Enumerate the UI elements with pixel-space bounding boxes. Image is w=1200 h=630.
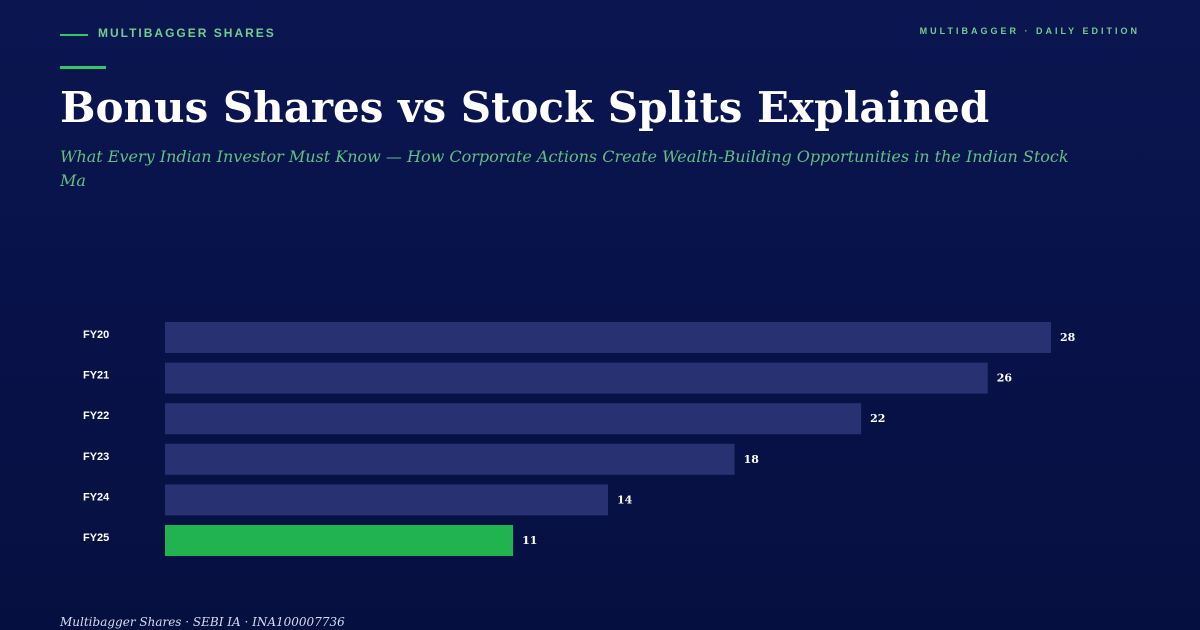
edition-label: MULTIBAGGER · DAILY EDITION xyxy=(919,26,1140,36)
category-label-fy22: FY22 xyxy=(83,410,109,422)
value-label-fy20: 28 xyxy=(1060,331,1076,344)
page-title: Bonus Shares vs Stock Splits Explained xyxy=(60,83,990,132)
title-accent-rule xyxy=(60,66,106,69)
page-subtitle: What Every Indian Investor Must Know — H… xyxy=(60,147,1069,190)
bar-fy23 xyxy=(165,443,735,475)
value-label-fy23: 18 xyxy=(744,453,760,466)
category-label-fy24: FY24 xyxy=(83,491,110,503)
bar-fy22 xyxy=(165,403,862,435)
footer-credit: Multibagger Shares · SEBI IA · INA100007… xyxy=(60,615,345,629)
bar-fy21 xyxy=(165,362,988,394)
bar-fy24 xyxy=(165,484,608,516)
category-label-fy21: FY21 xyxy=(83,370,109,382)
kicker-label: MULTIBAGGER SHARES xyxy=(98,26,276,40)
bar-fy20 xyxy=(165,322,1051,353)
bar-fy25 xyxy=(165,525,514,556)
category-label-fy25: FY25 xyxy=(83,532,109,544)
kicker-accent-line xyxy=(60,34,88,36)
category-label-fy20: FY20 xyxy=(83,329,109,341)
category-label-fy23: FY23 xyxy=(83,451,109,463)
value-label-fy25: 11 xyxy=(522,534,537,547)
value-label-fy21: 26 xyxy=(997,372,1013,385)
value-label-fy24: 14 xyxy=(617,493,633,506)
value-label-fy22: 22 xyxy=(870,412,885,425)
